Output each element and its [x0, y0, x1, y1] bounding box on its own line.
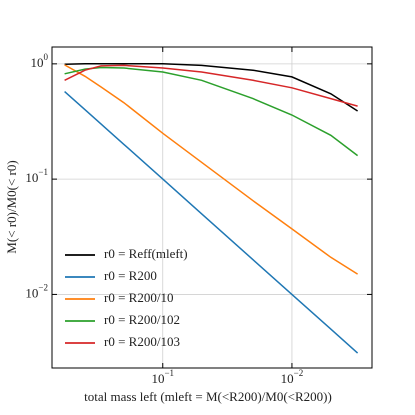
series-line	[64, 64, 358, 275]
series-line	[64, 91, 359, 354]
tick-label: 10−1	[25, 167, 48, 185]
tick-exp: −2	[38, 282, 48, 292]
legend-label: r0 = R200/103	[104, 334, 180, 349]
series-line	[64, 63, 359, 112]
legend-label: r0 = R200/102	[104, 312, 180, 327]
tick-label: 10−2	[281, 368, 304, 386]
series-line	[64, 66, 359, 157]
tick-exp: −1	[38, 167, 48, 177]
y-axis-label: M(< r0)/M0(< r0)	[4, 160, 19, 253]
tick-base: 10	[31, 55, 44, 70]
tick-base: 10	[151, 371, 164, 386]
tick-label: 100	[31, 52, 49, 70]
tick-label: 10−1	[151, 368, 174, 386]
tick-base: 10	[25, 170, 38, 185]
tick-base: 10	[281, 371, 294, 386]
tick-base: 10	[25, 285, 38, 300]
tick-exp: −1	[164, 368, 174, 378]
legend-label: r0 = R200	[104, 268, 157, 283]
legend-label: r0 = Reff(mleft)	[104, 246, 188, 261]
tick-exp: 0	[44, 52, 49, 62]
x-axis-label: total mass left (mleft = M(<R200)/M0(<R2…	[84, 389, 332, 404]
legend-label: r0 = R200/10	[104, 290, 173, 305]
tick-exp: −2	[294, 368, 304, 378]
series-line	[64, 64, 358, 107]
plot-frame	[51, 46, 373, 369]
tick-label: 10−2	[25, 282, 48, 300]
